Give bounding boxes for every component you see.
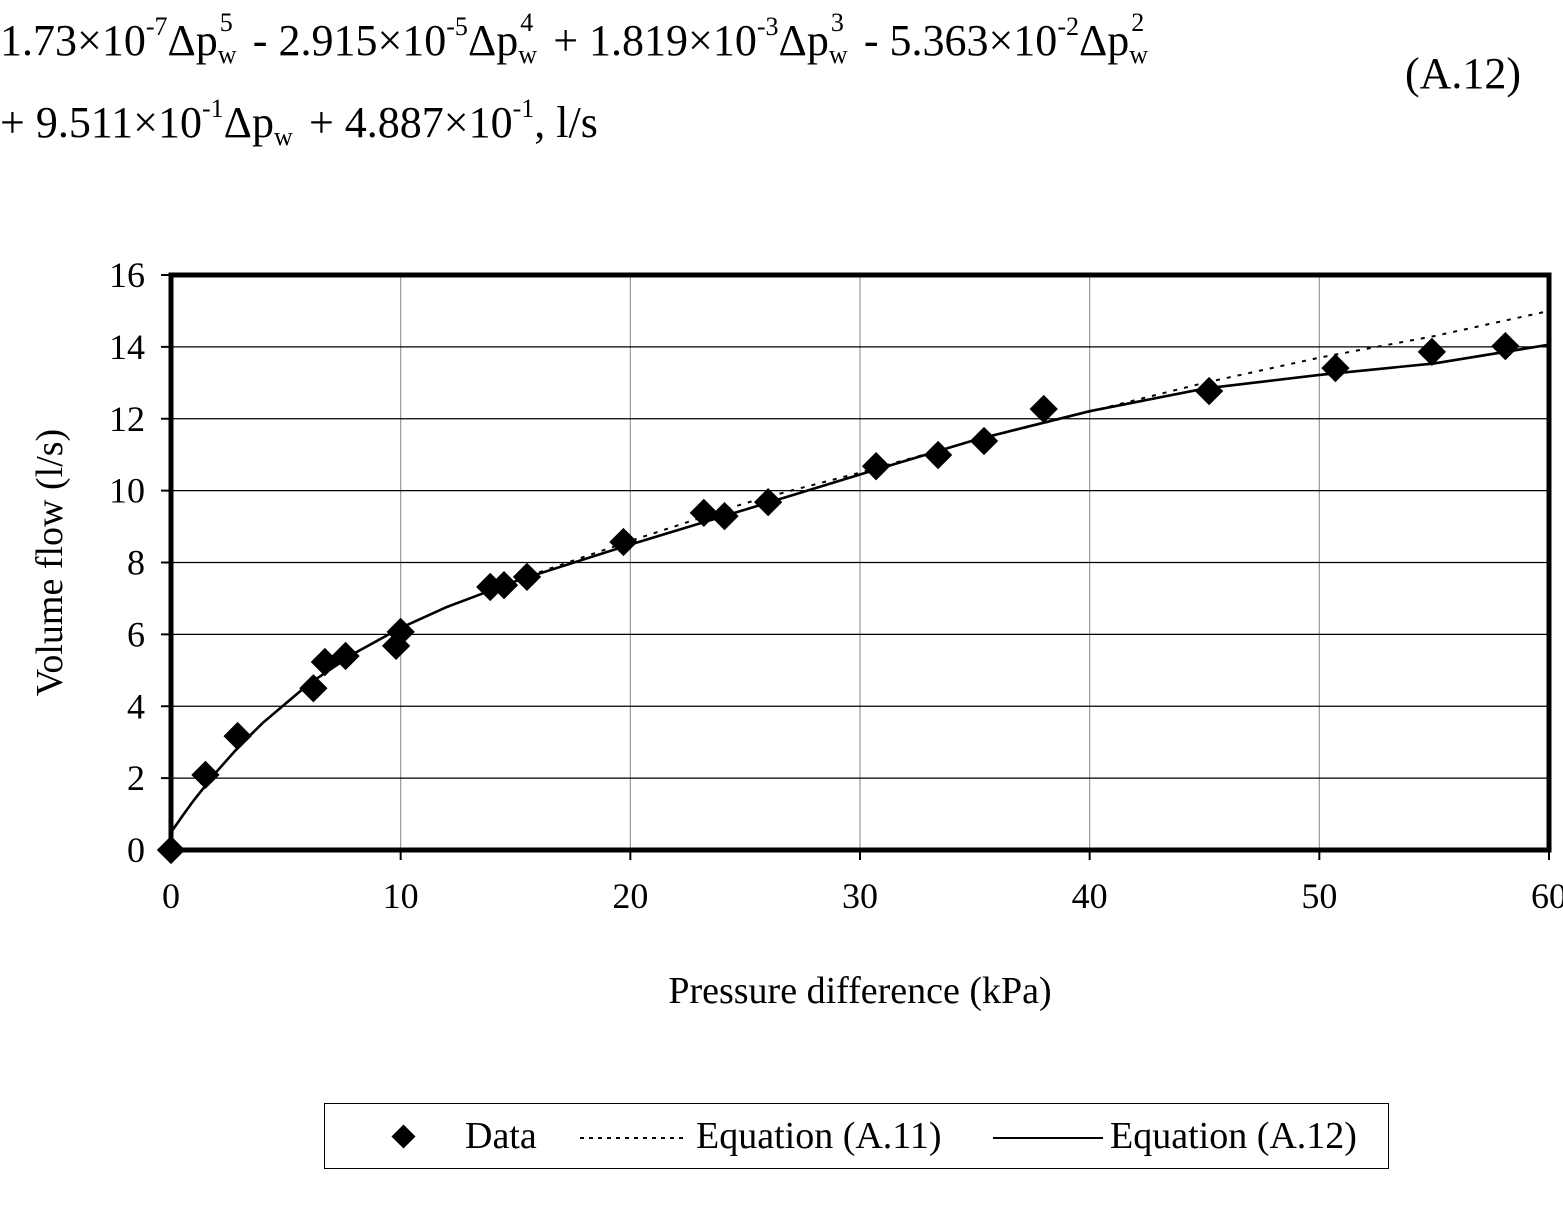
term-coefficient: + 1.819×10 [542, 16, 757, 65]
term-exponent: -2 [1057, 12, 1079, 41]
term-coefficient: - 2.915×10 [241, 16, 447, 65]
term-coefficient: 1.73×10 [0, 16, 146, 65]
legend-label-a11: Equation (A.11) [696, 1115, 942, 1157]
data-point [489, 570, 519, 600]
data-point [923, 440, 953, 470]
term-power: 2 [1131, 8, 1145, 37]
x-tick-label: 0 [162, 876, 180, 916]
term-coefficient: - 5.363×10 [852, 16, 1058, 65]
delta-p-symbol: Δp [778, 16, 829, 65]
data-point [861, 452, 891, 481]
legend: Data Equation (A.11) Equation (A.12) [324, 1103, 1389, 1169]
delta-p-symbol: Δp [1078, 16, 1130, 65]
term-power: 3 [830, 8, 844, 37]
term-power: 5 [219, 8, 233, 37]
series-line-equation-a12 [169, 343, 1550, 834]
term-subscript: w [518, 40, 538, 69]
plot-frame [168, 272, 1552, 853]
equation-line-1: 1.73×10-7Δp 5 w - 2.915×10-5Δp 4 w + 1.819×1… [0, 10, 1153, 68]
y-tick-label: 8 [127, 543, 145, 583]
legend-keys [391, 1124, 1103, 1149]
x-tick-label: 10 [383, 876, 419, 916]
data-point [512, 562, 542, 592]
data-point [753, 487, 783, 517]
power-subscript: w [274, 96, 298, 150]
delta-p-symbol: Δp [467, 16, 519, 65]
x-tick-label: 60 [1531, 876, 1563, 916]
data-point [223, 721, 252, 751]
y-tick-label: 6 [127, 614, 145, 654]
y-tick-label: 4 [127, 686, 145, 726]
data-point [310, 647, 340, 677]
term-exponent: -7 [145, 12, 168, 41]
data-point [386, 617, 415, 647]
data-point [969, 426, 999, 456]
data-point [1029, 394, 1058, 424]
data-point [191, 760, 220, 790]
term-exponent: -1 [512, 94, 535, 123]
x-tick-label: 50 [1301, 876, 1337, 916]
data-point [1417, 337, 1447, 367]
y-tick-label: 2 [127, 758, 145, 798]
delta-p-symbol: Δp [223, 98, 274, 147]
term-exponent: -3 [756, 12, 779, 41]
data-point [1491, 332, 1520, 361]
data-point [710, 501, 739, 531]
term-exponent: -1 [202, 94, 224, 123]
data-point [1194, 376, 1224, 406]
equation-line-2: + 9.511×10-1Δp w + 4.887×10-1, l/s [0, 94, 598, 150]
term-exponent: -5 [446, 12, 468, 41]
data-point [299, 674, 328, 703]
data-point [1321, 353, 1350, 383]
delta-p-symbol: Δp [167, 16, 218, 65]
term-subscript: w [828, 40, 848, 69]
x-tick-label: 40 [1072, 876, 1108, 916]
equation-unit: , l/s [534, 98, 598, 147]
data-point [156, 835, 186, 865]
y-tick-label: 10 [109, 471, 145, 511]
y-tick-label: 14 [109, 327, 145, 367]
term-subscript: w [1129, 40, 1149, 69]
x-tick-label: 20 [612, 876, 648, 916]
data-point [331, 641, 360, 671]
term-subscript: w [217, 40, 237, 69]
y-tick-label: 0 [127, 830, 145, 870]
y-axis-label: Volume flow (l/s) [29, 429, 71, 696]
term-coefficient: + 9.511×10 [0, 98, 202, 147]
x-axis-label: Pressure difference (kPa) [668, 970, 1051, 1012]
legend-diamond-icon [391, 1124, 416, 1149]
y-tick-label: 16 [109, 255, 145, 295]
data-point [609, 527, 638, 557]
x-tick-label: 30 [842, 876, 878, 916]
legend-label-data: Data [465, 1115, 537, 1157]
data-point [689, 498, 718, 528]
term-power: 4 [520, 8, 534, 37]
equation-number: (A.12) [1405, 49, 1522, 98]
y-tick-label: 12 [109, 399, 145, 439]
legend-label-a12: Equation (A.12) [1110, 1115, 1357, 1157]
term-coefficient: + 4.887×10 [297, 98, 513, 147]
term-subscript: w [273, 122, 293, 151]
